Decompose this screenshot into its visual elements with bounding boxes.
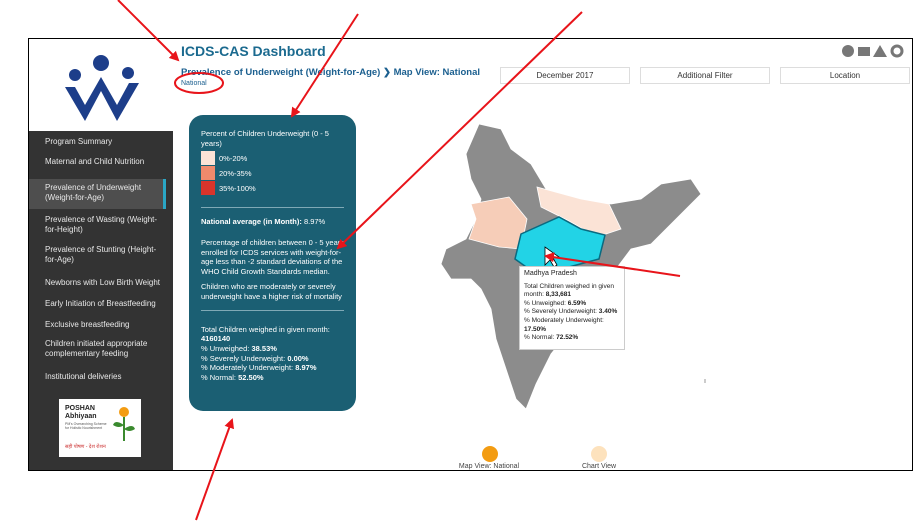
map-view-toggle[interactable] [482, 446, 498, 462]
stat-row: % Moderately Underweight: 8.97% [201, 363, 351, 373]
date-filter[interactable]: December 2017 [500, 67, 630, 84]
logo [29, 39, 173, 131]
stats: % Unweighed: 38.53%% Severely Underweigh… [201, 344, 351, 382]
stat-value: 72.52% [556, 334, 579, 342]
legend-swatch [201, 151, 215, 165]
arrow [336, 11, 583, 250]
poshan-logo: POSHAN Abhiyaan PM's Overarching Scheme … [59, 399, 141, 457]
print-icon[interactable] [858, 47, 870, 56]
state[interactable] [536, 186, 622, 238]
info-panel: Percent of Children Underweight (0 - 5 y… [189, 115, 356, 411]
menu-item[interactable]: Children initiated appropriate complemen… [45, 339, 148, 358]
stat-value: 0.00% [287, 353, 309, 363]
total-value: 4160140 [201, 334, 231, 343]
average-label: National average (in Month): [201, 217, 302, 226]
stat-row: % Normal: 52.50% [201, 373, 351, 383]
filter-label: Location [829, 71, 861, 80]
menu-item[interactable]: Prevalence of Wasting (Weight-for-Height… [45, 215, 158, 234]
chart-view-toggle[interactable] [591, 446, 607, 462]
stat-value: 17.50% [524, 325, 547, 333]
stat-value: 3.40% [598, 308, 618, 316]
panel-title: Percent of Children Underweight (0 - 5 y… [201, 129, 329, 148]
stat-label: % Moderately Underweight: [201, 363, 294, 372]
stat-label: % Normal: [524, 334, 555, 342]
tooltip-state: Madhya Pradesh [524, 270, 577, 277]
description: Percentage of children between 0 - 5 yea… [201, 238, 345, 276]
stat-value: 8.97% [295, 363, 317, 372]
stat-label: % Severely Underweight: [524, 308, 597, 316]
stat-value: 6.59% [567, 299, 587, 307]
stat-row: % Severely Underweight: 3.40% [524, 308, 620, 317]
arrow [195, 418, 234, 521]
tooltip-total-value: 8,33,681 [545, 291, 571, 299]
stat-row: % Severely Underweight: 0.00% [201, 354, 351, 364]
menu-item[interactable]: Program Summary [45, 137, 113, 146]
breadcrumb: Prevalence of Underweight (Weight-for-Ag… [181, 67, 480, 78]
sidebar: Program Summary Maternal and Child Nutri… [29, 39, 173, 470]
arrow [544, 252, 681, 277]
screenshot: Program Summary Maternal and Child Nutri… [28, 38, 913, 471]
menu-item[interactable]: Newborns with Low Birth Weight [45, 278, 161, 287]
total-label: Total Children weighed in given month: [201, 325, 330, 334]
breadcrumb-view: Map View: National [393, 67, 480, 78]
national-average: National average (in Month): 8.97% [201, 217, 351, 227]
poshan-tagline: PM's Overarching Scheme for Holistic Nou… [65, 422, 107, 430]
alert-icon[interactable] [873, 45, 887, 57]
menu-item[interactable]: Exclusive breastfeeding [45, 320, 130, 329]
menu-item[interactable]: Institutional deliveries [45, 372, 122, 381]
average-value: 8.97% [303, 217, 326, 226]
location-label: National [181, 80, 207, 87]
poshan-slogan: सही पोषण - देश रोशन [65, 444, 106, 450]
toolbar-icons [842, 44, 904, 58]
view-label: Chart View [581, 463, 617, 470]
menu-item-active[interactable]: Prevalence of Underweight (Weight-for-Ag… [29, 179, 166, 209]
stat-row: % Moderately Underweight: 17.50% [524, 317, 620, 334]
filter-label: Additional Filter [677, 71, 733, 80]
divider [201, 207, 344, 208]
stat-row: % Normal: 72.52% [524, 334, 620, 343]
menu-item[interactable]: Early Initiation of Breastfeeding [45, 299, 156, 308]
dashboard-title: ICDS-CAS Dashboard [181, 43, 326, 59]
legend-swatch [201, 181, 215, 195]
arrow [117, 0, 180, 62]
risk-note: Children who are moderately or severely … [201, 282, 342, 301]
legend-label: 0%-20% [219, 154, 248, 163]
highlight-ellipse [174, 72, 224, 94]
divider [201, 310, 344, 311]
menu-item[interactable]: Maternal and Child Nutrition [45, 157, 145, 166]
view-label: Map View: National [458, 463, 520, 470]
stat-label: % Moderately Underweight: [524, 316, 604, 324]
legend-swatch [201, 166, 215, 180]
stat-label: % Severely Underweight: [201, 353, 286, 363]
logo-icon [65, 55, 139, 121]
stat-value: 52.50% [238, 372, 264, 382]
stat-row: % Unweighed: 38.53% [201, 344, 351, 354]
settings-icon[interactable] [890, 44, 904, 58]
tooltip-total-label: Total Children weighed in given month: [524, 282, 614, 299]
stat-label: % Normal: [201, 372, 237, 382]
stat-row: % Unweighed: 6.59% [524, 300, 620, 309]
state[interactable] [468, 196, 528, 250]
menu-item[interactable]: Prevalence of Stunting (Height-for-Age) [45, 245, 157, 264]
additional-filter[interactable]: Additional Filter [640, 67, 770, 84]
poshan-title: POSHAN [65, 405, 95, 412]
breadcrumb-section: Prevalence of Underweight (Weight-for-Ag… [181, 67, 381, 78]
legend-label: 20%-35% [219, 169, 252, 178]
stat-value: 38.53% [251, 344, 277, 353]
stat-label: % Unweighed: [201, 344, 250, 353]
stat-label: % Unweighed: [524, 299, 566, 307]
poshan-icon [113, 407, 135, 441]
help-icon[interactable] [842, 45, 854, 57]
legend-label: 35%-100% [219, 184, 256, 193]
location-filter[interactable]: Location [780, 67, 910, 84]
filter-label: December 2017 [536, 71, 594, 80]
tooltip-total: Total Children weighed in given month: 8… [524, 283, 620, 300]
poshan-subtitle: Abhiyaan [65, 413, 97, 420]
tooltip: Madhya Pradesh Total Children weighed in… [519, 266, 625, 350]
tooltip-stats: % Unweighed: 6.59%% Severely Underweight… [524, 300, 620, 343]
arrow [290, 13, 359, 118]
